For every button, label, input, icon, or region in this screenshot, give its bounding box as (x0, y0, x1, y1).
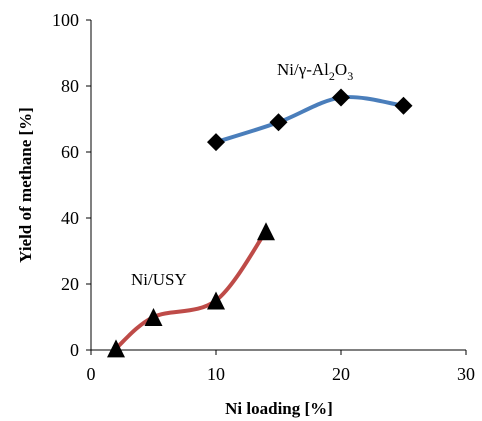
annotation-al2o3-sub1: 2 (329, 69, 335, 83)
x-axis-title: Ni loading [%] (225, 399, 333, 418)
series-0-point-2 (332, 88, 350, 107)
annotation-al2o3-sub2: 3 (347, 69, 353, 83)
axes: 0 20 40 60 80 100 0 10 20 30 (52, 10, 475, 384)
y-tick-label-5: 100 (52, 10, 79, 30)
annotation-al2o3-main: Ni/γ-Al (277, 60, 329, 79)
x-tick-label-1: 10 (207, 364, 225, 384)
y-tick-label-4: 80 (61, 76, 79, 96)
annotation-al2o3-mid: O (335, 60, 347, 79)
y-tick-label-0: 0 (70, 340, 79, 360)
series-0-point-1 (269, 113, 288, 132)
annotation-usy: Ni/USY (131, 270, 187, 289)
y-tick-label-2: 40 (61, 208, 79, 228)
y-tick-label-3: 60 (61, 142, 79, 162)
series-1-point-2 (207, 291, 225, 310)
y-tick-label-1: 20 (61, 274, 79, 294)
series-0-point-0 (207, 133, 225, 152)
x-tick-label-2: 20 (332, 364, 350, 384)
x-tick-label-3: 30 (457, 364, 475, 384)
series-1-point-0 (107, 339, 125, 358)
series-line-0 (214, 95, 406, 145)
series-1-point-1 (144, 308, 163, 326)
y-axis-title: Yield of methane [%] (16, 107, 35, 263)
markers (107, 88, 413, 358)
x-tick-label-0: 0 (87, 364, 96, 384)
series-1-point-3 (257, 222, 275, 241)
series-line-1 (114, 229, 268, 351)
annotation-al2o3: Ni/γ-Al2O3 (277, 60, 353, 83)
series-0-point-3 (394, 96, 413, 115)
series-lines (114, 95, 406, 351)
